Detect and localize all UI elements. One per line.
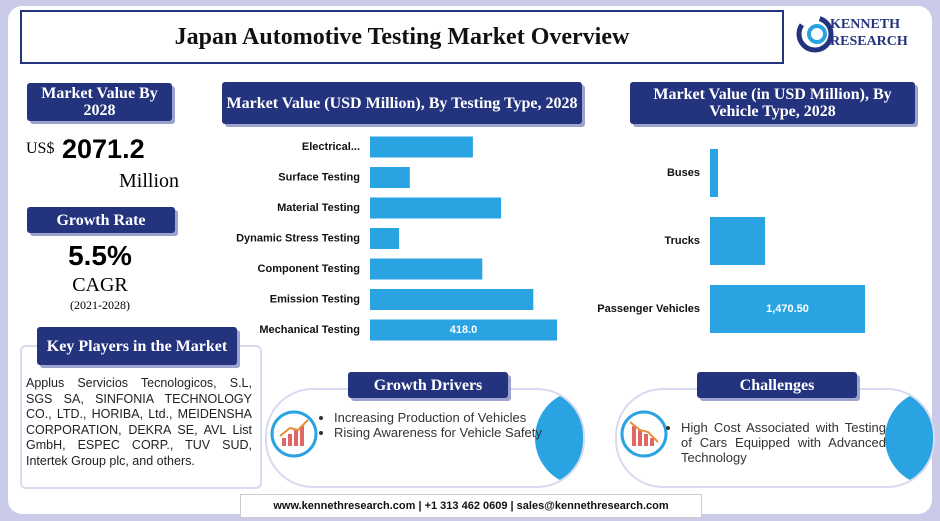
- category-label: Passenger Vehicles: [597, 303, 700, 315]
- currency: US$: [26, 140, 55, 157]
- category-label: Material Testing: [277, 202, 360, 214]
- drivers-heading: Growth Drivers: [348, 372, 508, 398]
- category-label: Emission Testing: [270, 293, 360, 305]
- bar: [370, 228, 400, 249]
- bar: [370, 197, 502, 219]
- logo-text: KENNETH RESEARCH: [830, 16, 908, 50]
- category-label: Buses: [667, 167, 700, 179]
- challenges-heading: Challenges: [697, 372, 857, 398]
- unit: Million: [119, 170, 180, 192]
- drivers-box: [265, 388, 585, 488]
- bar: [370, 136, 473, 158]
- title: Japan Automotive Testing Market Overview: [20, 10, 784, 64]
- period: (2021-2028): [70, 298, 130, 312]
- logo-line: RESEARCH: [830, 34, 908, 49]
- bar: [710, 149, 719, 197]
- category-label: Component Testing: [258, 263, 360, 275]
- category-label: Dynamic Stress Testing: [236, 232, 360, 244]
- accent: [885, 390, 933, 486]
- bar: [710, 285, 865, 333]
- bar: [370, 167, 410, 188]
- footer: www.kennethresearch.com | +1 313 462 060…: [240, 494, 702, 518]
- value-label: 418.0: [450, 324, 478, 336]
- market-value-heading: Market Value By 2028: [27, 83, 172, 121]
- drivers-icon: [270, 410, 318, 458]
- growth-heading: Growth Rate: [27, 207, 175, 233]
- bar: [710, 217, 766, 265]
- bullet: Rising Awareness for Vehicle Safety: [334, 425, 552, 440]
- chart-title: Market Value (USD Million), By Testing T…: [222, 82, 582, 124]
- category-label: Electrical...: [302, 141, 360, 153]
- value-label: 1,470.50: [766, 303, 809, 315]
- bullet: Increasing Production of Vehicles: [334, 410, 552, 425]
- cagr: CAGR: [72, 274, 128, 296]
- category-label: Trucks: [665, 235, 700, 247]
- bullet: High Cost Associated with Testing of Car…: [681, 420, 886, 465]
- bar: [370, 289, 534, 310]
- logo-icon: [796, 15, 834, 53]
- drivers-list: Increasing Production of VehiclesRising …: [318, 410, 552, 440]
- challenges-icon: [620, 410, 668, 458]
- logo-line: KENNETH: [830, 17, 901, 32]
- players-text: Applus Servicios Tecnologicos, S.L, SGS …: [26, 376, 252, 468]
- players-heading: Key Players in the Market: [37, 327, 237, 365]
- bar: [370, 319, 557, 341]
- growth-value: 5.5%: [68, 240, 132, 271]
- challenges-list: High Cost Associated with Testing of Car…: [665, 420, 886, 465]
- category-label: Surface Testing: [278, 171, 360, 183]
- market-value: 2071.2: [62, 134, 145, 164]
- bar: [370, 258, 483, 280]
- category-label: Mechanical Testing: [259, 324, 360, 336]
- challenges-box: [615, 388, 935, 488]
- chart-title: Market Value (in USD Million), By Vehicl…: [630, 82, 915, 124]
